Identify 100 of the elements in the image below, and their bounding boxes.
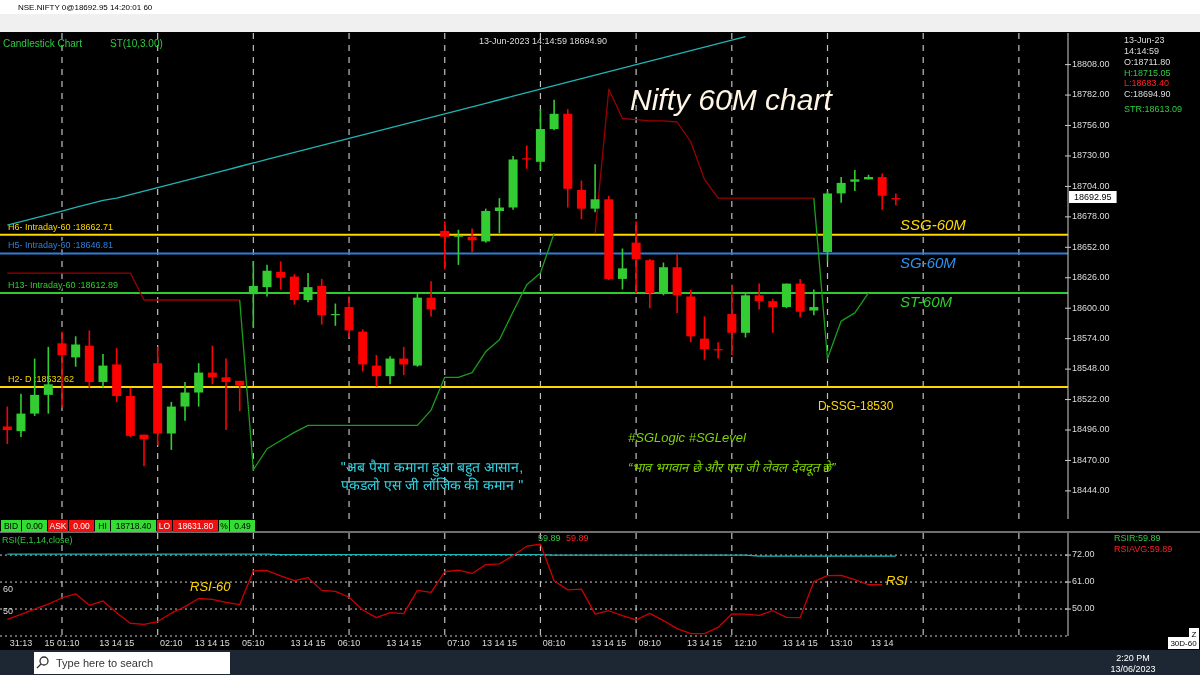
candlestick bbox=[180, 381, 190, 422]
text: 0.00 bbox=[73, 521, 91, 531]
text: RSIR:59.89 bbox=[1114, 533, 1161, 543]
x-tick-label: 12:10 bbox=[734, 638, 757, 648]
annotation: Candlestick Chart bbox=[3, 38, 83, 49]
x-tick-label: 13 14 15 bbox=[782, 638, 818, 648]
candlestick bbox=[850, 169, 860, 192]
text: 0.00 bbox=[26, 521, 44, 531]
annotation: 50 bbox=[3, 606, 14, 616]
y-tick-label: 18808.00 bbox=[1072, 58, 1110, 69]
x-tick-label: 13 14 15 bbox=[194, 638, 230, 648]
text: 18631.80 bbox=[177, 521, 214, 531]
x-tick-label: 07:10 bbox=[447, 638, 470, 648]
text: 2:20 PM bbox=[1116, 653, 1150, 663]
y-tick-label: 18470.00 bbox=[1072, 454, 1110, 465]
candlestick bbox=[139, 433, 149, 468]
text: 0.49 bbox=[234, 521, 252, 531]
annotation: RSI bbox=[886, 573, 909, 588]
candlestick bbox=[836, 176, 846, 204]
candlestick bbox=[16, 392, 26, 438]
ref-line-label: H6- Intraday-60 :18662.71 bbox=[8, 221, 114, 232]
x-tick-label: 13 14 15 bbox=[386, 638, 422, 648]
annotation: SSG-60M bbox=[900, 216, 967, 233]
x-tick-label: 02:10 bbox=[160, 638, 183, 648]
annotation: 59.89 bbox=[566, 533, 589, 543]
x-tick-label: 09:10 bbox=[638, 638, 662, 648]
candlestick bbox=[590, 163, 600, 213]
annotation: ST-60M bbox=[900, 293, 953, 310]
x-tick-label: 06:10 bbox=[337, 638, 361, 648]
x-tick-label: 13 14 15 bbox=[290, 638, 326, 648]
annotation: “भाव भगवान छे और एस जी लेवल देवदूत छे” bbox=[628, 460, 837, 476]
annotation: "अब पैसा कमाना हुआ बहुत आसान, bbox=[340, 459, 524, 477]
y-tick-label: 18444.00 bbox=[1072, 485, 1110, 496]
candlestick bbox=[440, 220, 450, 271]
x-tick-label: 15 01:10 bbox=[44, 638, 80, 648]
candlestick bbox=[699, 315, 709, 361]
candlestick bbox=[576, 179, 586, 220]
x-tick-label: 13 14 15 bbox=[591, 638, 627, 648]
text: Nifty 60M chart bbox=[630, 83, 834, 116]
candlestick bbox=[754, 282, 764, 311]
x-tick-label: 08:10 bbox=[542, 638, 566, 648]
candlestick bbox=[727, 283, 737, 356]
y-tick-label: 18704.00 bbox=[1072, 180, 1110, 191]
y-tick-label: 72.00 bbox=[1072, 549, 1095, 560]
candlestick bbox=[768, 298, 778, 334]
line-series bbox=[813, 197, 870, 360]
x-tick-label: 31:13 bbox=[9, 638, 33, 648]
text: C:18694.90 bbox=[1124, 89, 1171, 99]
y-tick-label: 18522.00 bbox=[1072, 393, 1110, 404]
y-tick-label: 18756.00 bbox=[1072, 119, 1110, 130]
x-tick-label: 13 14 15 bbox=[686, 638, 722, 648]
annotation: #SGLogic #SGLevel bbox=[628, 430, 747, 445]
text: 14:14:59 bbox=[1124, 46, 1160, 56]
candlestick bbox=[877, 172, 887, 211]
y-tick-label: 61.00 bbox=[1072, 576, 1095, 587]
y-tick-label: 50.00 bbox=[1072, 603, 1095, 614]
text: NSE.NIFTY 0@18692.95 14:20:01 60 bbox=[18, 3, 153, 12]
candlestick bbox=[194, 362, 204, 408]
y-tick-label: 18548.00 bbox=[1072, 363, 1110, 374]
annotation: RSI(E,1,14,close) bbox=[2, 535, 73, 545]
annotation: RSI-60 bbox=[190, 579, 232, 594]
candlestick bbox=[494, 197, 504, 235]
y-tick-label: 18626.00 bbox=[1072, 272, 1110, 283]
text: 18692.95 bbox=[1074, 192, 1112, 202]
y-tick-label: 18730.00 bbox=[1072, 150, 1110, 161]
text: RSIAVG:59.89 bbox=[1114, 544, 1173, 554]
candlestick bbox=[344, 295, 354, 339]
text: L:18683.40 bbox=[1124, 78, 1170, 88]
x-tick-label: 05:10 bbox=[242, 638, 265, 648]
annotation: 13-Jun-2023 14:14:59 18694.90 bbox=[478, 36, 608, 46]
y-tick-label: 18782.00 bbox=[1072, 89, 1110, 100]
text: STR:18613.09 bbox=[1124, 104, 1183, 114]
annotation: पकडलो एस जी लॉजिक की कमान " bbox=[340, 477, 524, 493]
candlestick bbox=[221, 357, 231, 431]
candlestick bbox=[371, 354, 381, 388]
x-tick-label: 13 14 15 bbox=[481, 638, 517, 648]
candlestick bbox=[631, 220, 641, 294]
y-tick-label: 18678.00 bbox=[1072, 211, 1110, 222]
text: 13-Jun-23 bbox=[1124, 35, 1165, 45]
candlestick bbox=[71, 335, 81, 368]
x-tick-label: 13 14 bbox=[870, 638, 894, 648]
candlestick bbox=[385, 355, 395, 386]
y-tick-label: 18652.00 bbox=[1072, 241, 1110, 252]
text: 13/06/2023 bbox=[1110, 664, 1156, 674]
candlestick bbox=[2, 405, 12, 445]
text: Type here to search bbox=[56, 657, 154, 669]
annotation: ST(10,3.00) bbox=[110, 38, 163, 49]
x-tick-label: 13 14 15 bbox=[99, 638, 135, 648]
annotation: SG-60M bbox=[900, 254, 957, 271]
candlestick bbox=[549, 98, 559, 131]
annotation: 60 bbox=[3, 584, 14, 594]
x-tick-label: 13:10 bbox=[829, 638, 853, 648]
y-tick-label: 18600.00 bbox=[1072, 302, 1110, 313]
text: 18718.40 bbox=[115, 521, 152, 531]
text: H:18715.05 bbox=[1124, 68, 1171, 78]
text: O:18711.80 bbox=[1124, 57, 1171, 67]
ref-line-label: H13- Intraday-60 :18612.89 bbox=[8, 280, 119, 291]
candlestick bbox=[289, 273, 299, 306]
y-tick-label: 18574.00 bbox=[1072, 333, 1110, 344]
candlestick bbox=[426, 280, 436, 318]
